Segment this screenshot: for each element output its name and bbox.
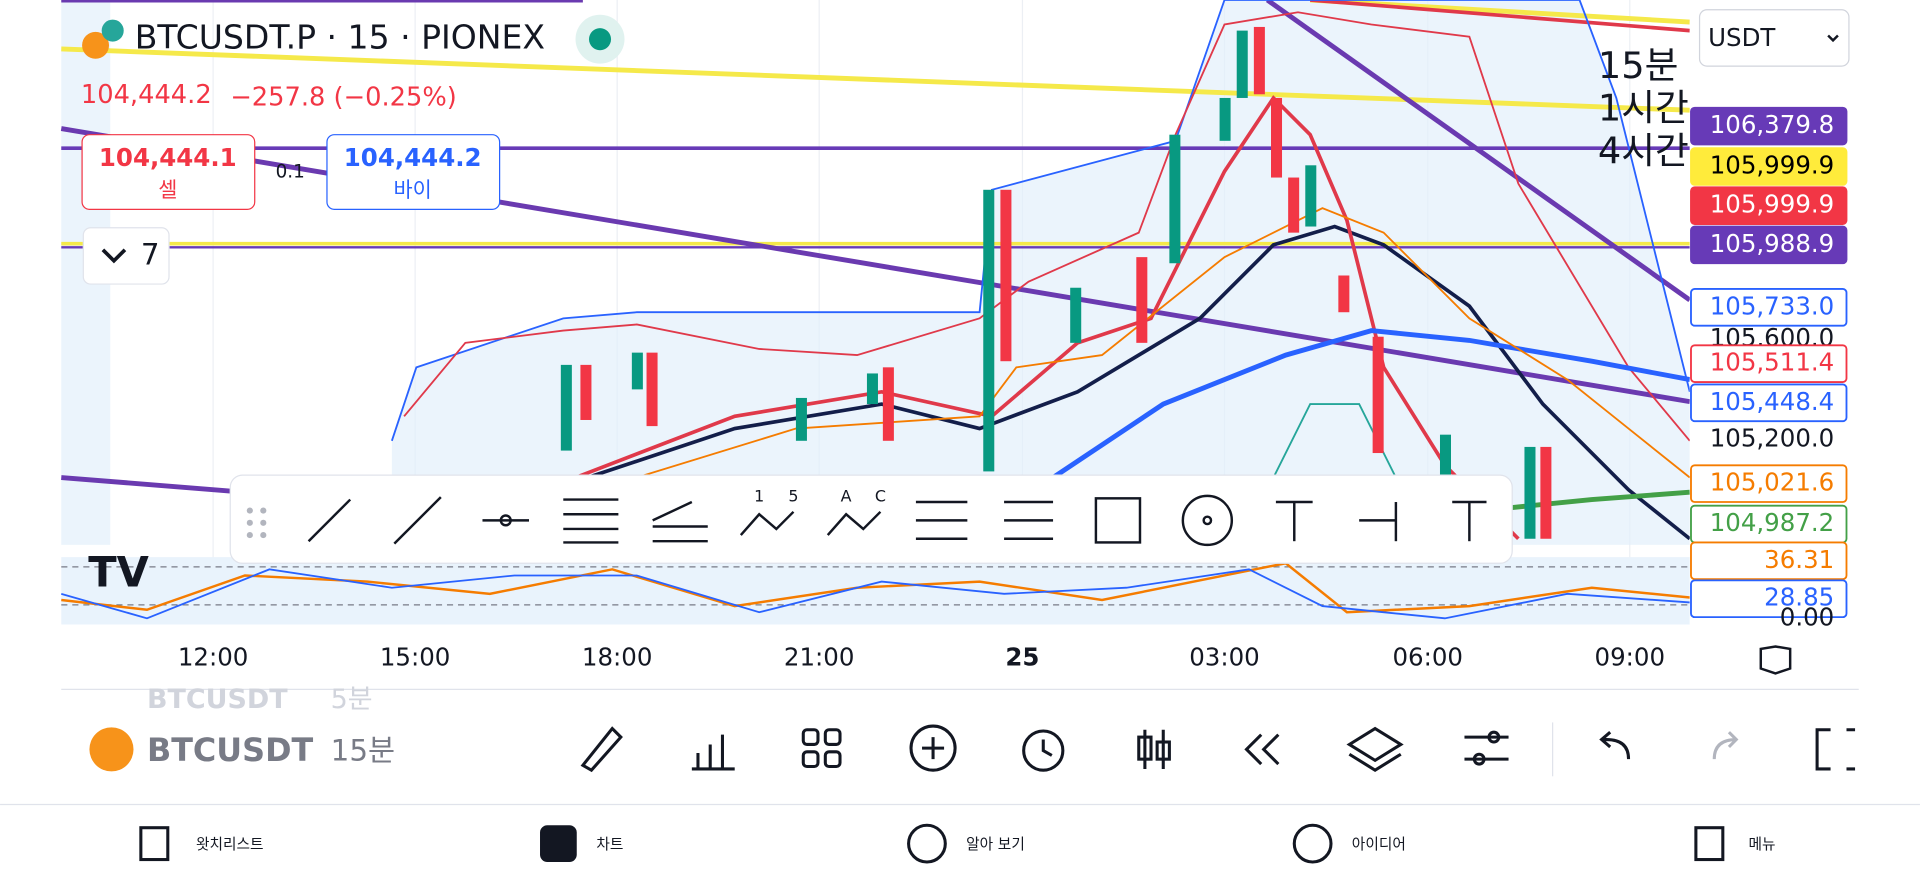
current-symbol[interactable]: BTCUSDT xyxy=(147,731,314,769)
time-label: 12:00 xyxy=(178,643,249,672)
price-label-box xyxy=(1690,579,1848,619)
interval-label: 4시간 xyxy=(1598,130,1689,173)
tool-letter: C xyxy=(875,487,886,506)
buy-button[interactable] xyxy=(326,134,501,210)
band-fill xyxy=(61,0,1690,545)
interval-label: 1시간 xyxy=(1598,87,1689,130)
price-label: 0.00 xyxy=(1780,602,1834,631)
market-status xyxy=(588,28,612,51)
price-label: 105,200.0 xyxy=(1710,424,1835,453)
prev-symbol[interactable]: BTCUSDT xyxy=(147,684,288,715)
buy-label: 바이 xyxy=(394,178,432,202)
buy-price: 104,444.2 xyxy=(344,143,482,172)
time-label: 09:00 xyxy=(1595,643,1666,672)
price-label: 28.85 xyxy=(1764,583,1834,612)
trend-line xyxy=(1310,0,1690,33)
candles xyxy=(560,26,1552,539)
fullscreen[interactable] xyxy=(1815,728,1856,771)
price-label: 105,999.9 xyxy=(1710,190,1835,219)
sell-button[interactable] xyxy=(81,134,256,210)
currency: USDT xyxy=(1708,23,1776,52)
spread: 0.1 xyxy=(276,162,305,183)
nav-icon xyxy=(139,826,170,862)
nav-icon xyxy=(907,823,947,864)
price-label: 105,511.4 xyxy=(1710,348,1835,377)
price-label: 105,021.6 xyxy=(1710,468,1835,497)
drawing-toolbar xyxy=(229,474,1513,564)
tool-letter: 1 xyxy=(754,487,764,506)
tool-letter: A xyxy=(841,487,852,506)
band-upper xyxy=(390,0,1691,442)
sell-price: 104,444.1 xyxy=(99,143,237,172)
price-label-box xyxy=(1690,464,1848,503)
nav-icon xyxy=(540,825,577,863)
price-label: 105,999.9 xyxy=(1710,151,1835,180)
symbol-icon xyxy=(89,727,134,772)
settings-icon[interactable] xyxy=(1759,645,1792,675)
price-label-box xyxy=(1690,106,1848,146)
moving-average xyxy=(1051,328,1691,480)
tv-logo: TV xyxy=(88,547,149,596)
symbol-icon xyxy=(82,31,110,59)
price-label-box xyxy=(1690,225,1848,265)
price-label: 105,733.0 xyxy=(1710,291,1835,320)
price-label: 36.31 xyxy=(1764,545,1834,574)
oscillator-pane xyxy=(61,557,1690,625)
price-label: 105,988.9 xyxy=(1710,229,1835,258)
oscillator-line xyxy=(61,568,1690,620)
indicator-line xyxy=(403,11,1691,442)
time-label: 25 xyxy=(1005,643,1039,672)
bottom-toolbar-icons[interactable] xyxy=(580,724,1631,773)
price-label-box xyxy=(1690,383,1848,423)
price-label: 106,379.8 xyxy=(1710,110,1835,139)
drawing-tool-icons[interactable] xyxy=(307,494,1487,547)
moving-average xyxy=(550,224,1691,541)
time-label: 18:00 xyxy=(582,643,653,672)
interval-label: 15분 xyxy=(1598,44,1679,87)
indicators-count: 7 xyxy=(141,237,160,271)
indicator-line xyxy=(636,207,1691,479)
sell-label: 셀 xyxy=(158,178,177,202)
price-label: 104,987.2 xyxy=(1710,508,1835,537)
exchange-icon xyxy=(101,19,124,42)
last-price: 104,444.2 xyxy=(81,80,212,110)
trend-line xyxy=(1265,0,1692,302)
nav-label[interactable]: 아이디어 xyxy=(1352,836,1406,853)
current-interval: 15분 xyxy=(331,733,395,767)
trend-line xyxy=(61,46,1690,113)
price-change: −257.8 (−0.25%) xyxy=(230,82,457,112)
time-label: 21:00 xyxy=(784,643,855,672)
price-label-box xyxy=(1690,147,1848,186)
nav-label[interactable]: 메뉴 xyxy=(1749,836,1776,853)
nav-label[interactable]: 차트 xyxy=(596,836,623,853)
nav-label[interactable]: 왓치리스트 xyxy=(196,836,264,853)
price-label-box xyxy=(1690,541,1848,581)
symbol-title[interactable]: BTCUSDT.P · 15 · PIONEX xyxy=(135,18,545,57)
drag-handle[interactable] xyxy=(246,507,267,539)
time-label: 06:00 xyxy=(1392,643,1463,672)
currency-select[interactable] xyxy=(1698,9,1850,67)
time-label: 03:00 xyxy=(1189,643,1260,672)
redo[interactable] xyxy=(1712,731,1739,760)
price-label-box xyxy=(1690,288,1848,327)
nav-icon xyxy=(1694,826,1725,862)
prev-interval: 5분 xyxy=(331,684,373,715)
nav-label[interactable]: 알아 보기 xyxy=(966,836,1025,853)
nav-icon xyxy=(1292,823,1333,864)
time-label: 15:00 xyxy=(380,643,451,672)
price-label-box xyxy=(1690,344,1848,383)
tool-letter: 5 xyxy=(788,487,798,506)
price-label-box xyxy=(1690,186,1848,225)
price-label: 105,448.4 xyxy=(1710,387,1835,416)
indicators-toggle[interactable] xyxy=(82,227,170,285)
